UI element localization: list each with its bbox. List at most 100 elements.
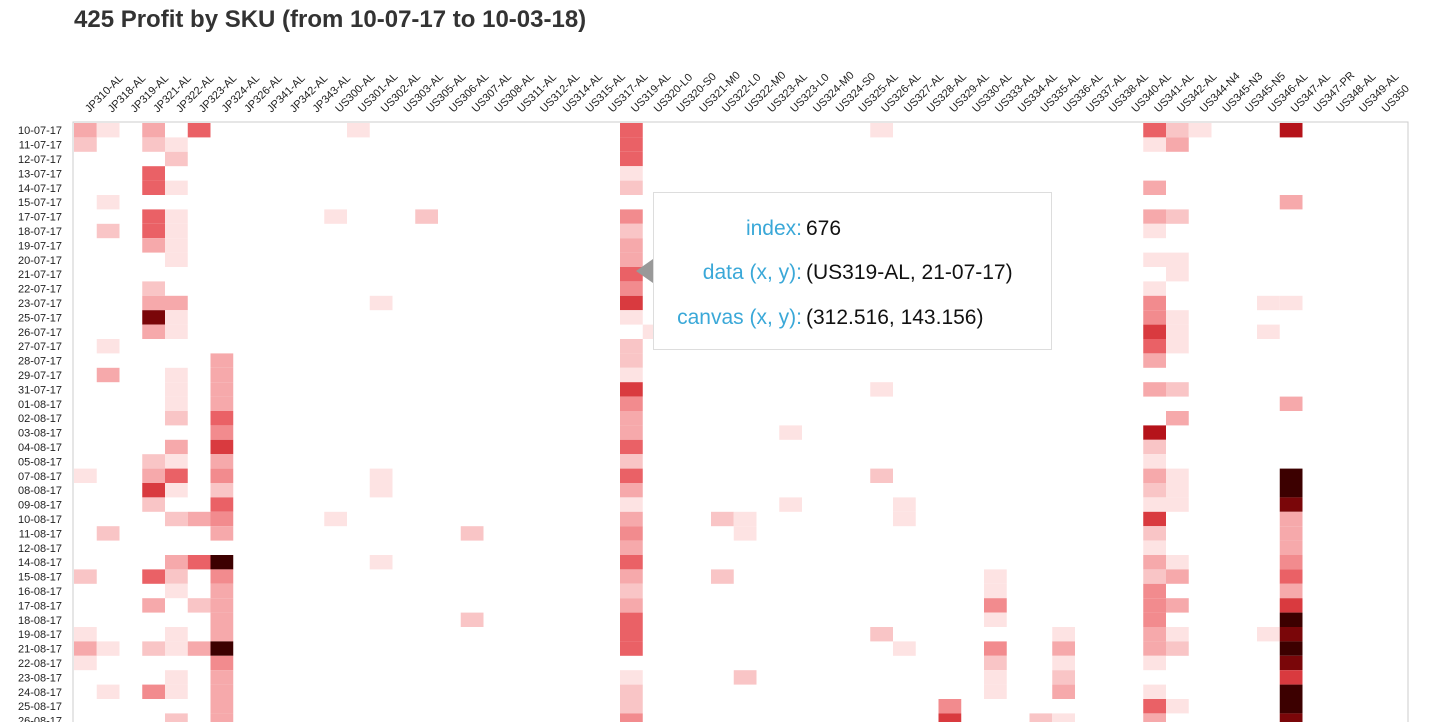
heatmap-cell[interactable] [1279,583,1303,599]
heatmap-cell[interactable] [210,454,234,469]
heatmap-cell[interactable] [620,151,643,167]
heatmap-cell[interactable] [165,555,188,570]
heatmap-cell[interactable] [711,511,734,527]
heatmap-cell[interactable] [1143,641,1166,656]
heatmap-cell[interactable] [1143,324,1166,339]
heatmap-cell[interactable] [1166,598,1189,613]
heatmap-cell[interactable] [187,511,211,527]
heatmap-cell[interactable] [165,223,188,239]
heatmap-cell[interactable] [1143,555,1166,570]
heatmap-cell[interactable] [460,526,484,541]
heatmap-cell[interactable] [96,641,120,656]
heatmap-cell[interactable] [210,699,234,714]
heatmap-cell[interactable] [1052,670,1075,685]
heatmap-cell[interactable] [620,223,643,239]
heatmap-cell[interactable] [187,641,211,656]
heatmap-cell[interactable] [620,411,643,426]
heatmap-cell[interactable] [620,598,643,613]
heatmap-cell[interactable] [1279,195,1303,210]
heatmap-cell[interactable] [893,641,916,656]
heatmap-cell[interactable] [165,713,188,722]
heatmap-cell[interactable] [165,209,188,224]
heatmap-cell[interactable] [1143,281,1166,296]
heatmap-cell[interactable] [165,670,188,685]
heatmap-cell[interactable] [984,612,1007,627]
heatmap-cell[interactable] [1166,569,1189,584]
heatmap-cell[interactable] [1052,713,1075,722]
heatmap-cell[interactable] [165,483,188,498]
heatmap-cell[interactable] [1279,670,1303,685]
heatmap-cell[interactable] [142,483,165,498]
heatmap-cell[interactable] [1029,713,1053,722]
heatmap-cell[interactable] [620,540,643,555]
heatmap-cell[interactable] [620,699,643,714]
heatmap-cell[interactable] [1143,699,1166,714]
heatmap-cell[interactable] [1143,598,1166,613]
heatmap-cell[interactable] [142,310,165,325]
heatmap-cell[interactable] [984,569,1007,584]
heatmap-cell[interactable] [620,137,643,152]
heatmap-cell[interactable] [870,123,893,138]
heatmap-cell[interactable] [1143,382,1166,397]
heatmap-cell[interactable] [1143,713,1166,722]
heatmap-cell[interactable] [1052,641,1075,656]
heatmap-cell[interactable] [324,209,347,224]
heatmap-cell[interactable] [210,367,234,383]
heatmap-cell[interactable] [1257,295,1280,311]
heatmap-cell[interactable] [938,713,962,722]
heatmap-cell[interactable] [1143,468,1166,483]
heatmap-cell[interactable] [142,137,165,152]
heatmap-cell[interactable] [210,439,234,455]
heatmap-cell[interactable] [96,684,120,699]
heatmap-cell[interactable] [210,526,234,541]
heatmap-cell[interactable] [1052,684,1075,699]
heatmap-cell[interactable] [1143,209,1166,224]
heatmap-cell[interactable] [620,310,643,325]
heatmap-cell[interactable] [96,195,120,210]
heatmap-cell[interactable] [620,382,643,397]
heatmap-cell[interactable] [142,497,165,512]
heatmap-cell[interactable] [1143,223,1166,239]
heatmap-cell[interactable] [620,281,643,296]
heatmap-cell[interactable] [1052,655,1075,671]
heatmap-cell[interactable] [620,353,643,368]
heatmap-cell[interactable] [1257,627,1280,642]
heatmap-cell[interactable] [142,223,165,239]
heatmap-cell[interactable] [1143,454,1166,469]
heatmap-cell[interactable] [1279,699,1303,714]
heatmap-cell[interactable] [1166,310,1189,325]
heatmap-cell[interactable] [369,295,393,311]
heatmap-cell[interactable] [1143,425,1166,440]
heatmap-cell[interactable] [142,324,165,339]
heatmap-cell[interactable] [210,468,234,483]
heatmap-cell[interactable] [165,684,188,699]
heatmap-cell[interactable] [893,511,916,527]
heatmap-cell[interactable] [210,511,234,527]
heatmap-cell[interactable] [210,583,234,599]
heatmap-cell[interactable] [165,627,188,642]
heatmap-cell[interactable] [620,425,643,440]
heatmap-cell[interactable] [210,627,234,642]
heatmap-cell[interactable] [165,641,188,656]
heatmap-cell[interactable] [142,641,165,656]
heatmap-cell[interactable] [165,310,188,325]
heatmap-cell[interactable] [620,612,643,627]
heatmap-cell[interactable] [165,468,188,483]
heatmap-cell[interactable] [1052,627,1075,642]
heatmap-cell[interactable] [165,396,188,411]
heatmap-cell[interactable] [1166,252,1189,267]
heatmap-cell[interactable] [620,713,643,722]
heatmap-cell[interactable] [620,583,643,599]
heatmap-cell[interactable] [620,684,643,699]
heatmap-cell[interactable] [165,569,188,584]
heatmap-cell[interactable] [74,569,97,584]
heatmap-cell[interactable] [165,439,188,455]
heatmap-cell[interactable] [984,583,1007,599]
heatmap-cell[interactable] [1279,598,1303,613]
heatmap-cell[interactable] [1279,569,1303,584]
heatmap-cell[interactable] [96,526,120,541]
heatmap-cell[interactable] [1166,483,1189,498]
heatmap-cell[interactable] [711,569,734,584]
heatmap-cell[interactable] [1166,411,1189,426]
